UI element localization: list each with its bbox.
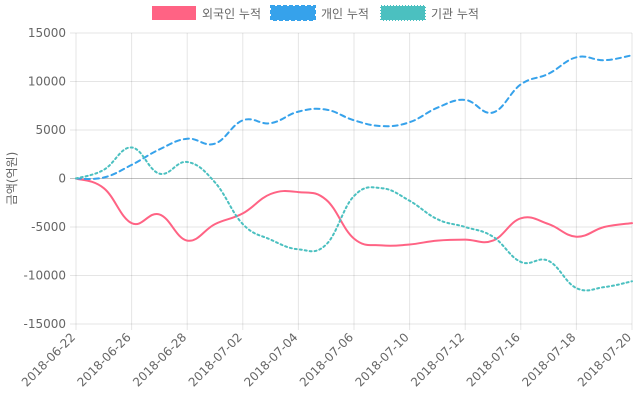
y-tick-label: -10000	[23, 269, 66, 283]
y-tick-label: 10000	[28, 75, 66, 89]
legend-label-institution: 기관 누적	[431, 7, 479, 21]
legend-label-foreign: 외국인 누적	[202, 7, 261, 21]
x-tick-label: 2018-07-04	[241, 330, 300, 389]
y-tick-label: 5000	[35, 123, 66, 137]
x-tick-label: 2018-07-12	[408, 330, 467, 389]
x-tick-label: 2018-06-28	[130, 330, 189, 389]
x-tick-label: 2018-07-16	[464, 330, 523, 389]
x-tick-label: 2018-07-02	[186, 330, 245, 389]
legend-label-individual: 개인 누적	[321, 7, 369, 21]
x-tick-label: 2018-07-06	[297, 330, 356, 389]
y-tick-label: 15000	[28, 26, 66, 40]
legend: 외국인 누적 개인 누적 기관 누적	[152, 5, 479, 21]
legend-swatch-institution	[380, 5, 426, 21]
legend-item-individual[interactable]: 개인 누적	[270, 5, 369, 21]
x-tick-label: 2018-06-26	[75, 330, 134, 389]
x-tick-label: 2018-06-22	[19, 330, 78, 389]
x-tick-label: 2018-07-20	[575, 330, 634, 389]
grid	[70, 32, 633, 330]
series-lines	[75, 54, 633, 292]
x-tick-label: 2018-07-18	[519, 330, 578, 389]
legend-item-institution[interactable]: 기관 누적	[380, 5, 479, 21]
legend-swatch-foreign	[152, 6, 196, 20]
axes: 150001000050000-5000-10000-150002018-06-…	[5, 26, 634, 389]
y-tick-label: 0	[58, 172, 66, 186]
x-tick-label: 2018-07-10	[353, 330, 412, 389]
y-axis-title: 금액(억원)	[5, 152, 19, 206]
series-line-foreign	[75, 177, 633, 247]
series-line-institution	[75, 146, 633, 292]
legend-item-foreign[interactable]: 외국인 누적	[152, 6, 261, 21]
series-line-individual	[75, 54, 633, 180]
y-tick-label: -15000	[23, 317, 66, 331]
y-tick-label: -5000	[31, 220, 66, 234]
legend-swatch-individual	[270, 5, 316, 21]
